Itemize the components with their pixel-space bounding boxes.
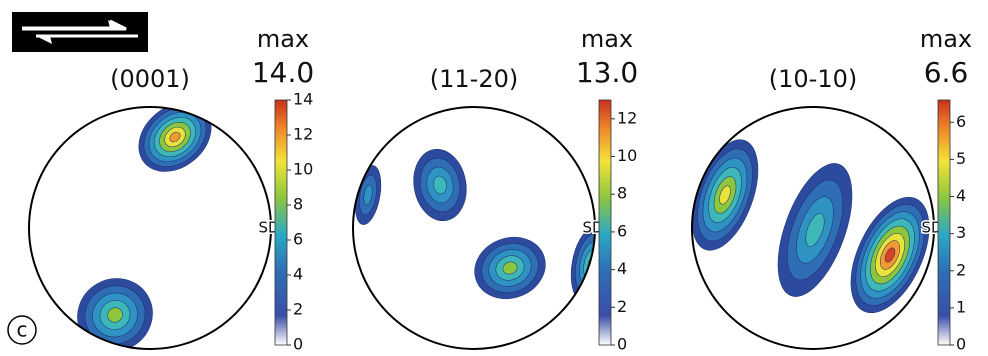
colorbar-tick-label: 3: [956, 223, 966, 242]
max-label: max: [920, 25, 972, 53]
contour: [502, 261, 518, 275]
contours: [354, 149, 595, 305]
contour: [719, 185, 731, 205]
contour: [363, 184, 373, 206]
colorbar-tick-label: 6: [293, 230, 303, 249]
max-value: 13.0: [576, 56, 638, 89]
projection-title: (11-20): [430, 65, 518, 93]
colorbar-tick-label: 12: [293, 125, 313, 144]
colorbar-tick-label: 4: [617, 259, 627, 278]
colorbar-tick-label: 10: [617, 146, 637, 165]
colorbar-tick-label: 4: [293, 265, 303, 284]
colorbar-tick-label: 1: [956, 297, 966, 316]
pole-figure-circle: [352, 106, 596, 350]
colorbar-tick-label: 12: [617, 108, 637, 127]
colorbar-tick-label: 14: [293, 90, 313, 109]
colorbar: [598, 99, 612, 346]
colorbar: [274, 99, 288, 346]
max-value: 6.6: [924, 56, 969, 89]
colorbar-tick-label: 5: [956, 149, 966, 168]
colorbar-tick-label: 4: [956, 186, 966, 205]
colorbar-tick-label: 0: [617, 335, 627, 354]
contours: [77, 107, 212, 349]
colorbar-tick-label: 2: [956, 260, 966, 279]
pole-figure-circle: [691, 106, 935, 350]
max-label: max: [257, 25, 309, 53]
projection-title: (10-10): [769, 65, 857, 93]
contour: [805, 213, 825, 247]
colorbar-tick-label: 10: [293, 160, 313, 179]
pole-figure-circle: [28, 106, 272, 350]
contour: [433, 175, 447, 195]
colorbar-tick-label: 0: [956, 335, 966, 354]
colorbar-tick-label: 8: [293, 195, 303, 214]
colorbar: [937, 99, 951, 346]
contour: [884, 247, 896, 263]
max-label: max: [581, 25, 633, 53]
colorbar-tick-label: 8: [617, 184, 627, 203]
pole-figures: SD(0001)max14.002468101214SD(11-20)max13…: [28, 25, 972, 354]
contours: [692, 139, 930, 314]
colorbar-tick-label: 2: [617, 297, 627, 316]
projection-title: (0001): [110, 65, 190, 93]
colorbar-tick-label: 6: [956, 112, 966, 131]
colorbar-tick-label: 6: [617, 221, 627, 240]
colorbar-tick-label: 0: [293, 335, 303, 354]
shear-sense-icon: [12, 12, 148, 52]
panel-label: c: [17, 318, 28, 342]
panel-label-circle: [7, 315, 37, 345]
contour: [169, 131, 181, 143]
colorbar-tick-label: 2: [293, 300, 303, 319]
max-value: 14.0: [252, 56, 314, 89]
contour: [107, 307, 123, 323]
